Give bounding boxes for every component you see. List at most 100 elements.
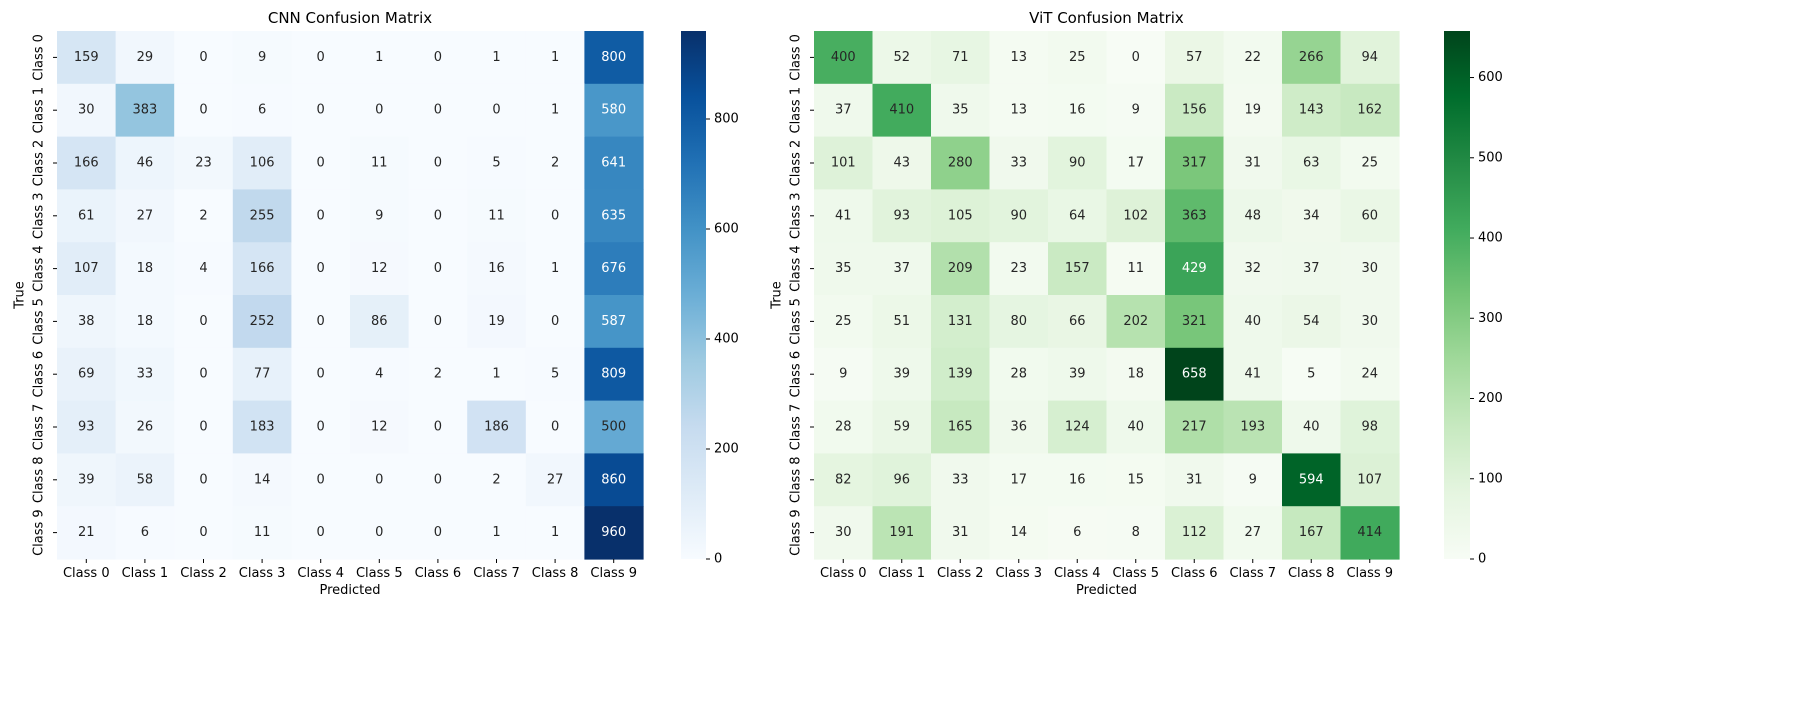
- cell-value-label: 0: [317, 314, 325, 329]
- heatmap-cell: [1340, 506, 1400, 560]
- colorbar: [1444, 31, 1470, 559]
- heatmap-cell: [525, 242, 585, 296]
- heatmap-cell: [408, 189, 468, 243]
- heatmap-cell: [174, 347, 234, 402]
- heatmap-cell: [989, 295, 1049, 349]
- cell-value-label: 0: [434, 261, 442, 276]
- heatmap-cell: [291, 453, 351, 507]
- cell-value-label: 0: [317, 420, 325, 435]
- heatmap-cell: [584, 189, 644, 243]
- heatmap-cell: [467, 136, 527, 190]
- cell-value-label: 96: [893, 472, 910, 487]
- cell-value-label: 107: [1357, 472, 1382, 487]
- cell-value-label: 61: [78, 208, 95, 223]
- heatmap-cell: [57, 31, 117, 85]
- cell-value-label: 1: [551, 261, 559, 276]
- cell-value-label: 139: [948, 367, 973, 382]
- heatmap-cell: [57, 347, 117, 402]
- heatmap-cell: [1165, 400, 1225, 454]
- cell-value-label: 0: [434, 103, 442, 118]
- cell-value-label: 159: [74, 50, 99, 65]
- heatmap-cell: [1223, 400, 1283, 454]
- heatmap-cell: [350, 506, 410, 560]
- y-tick-label: Class 2: [32, 140, 47, 187]
- cell-value-label: 1: [492, 50, 500, 65]
- heatmap-cell: [931, 31, 991, 85]
- cell-value-label: 30: [1361, 261, 1378, 276]
- cell-value-label: 410: [889, 103, 914, 118]
- heatmap-cell: [814, 347, 874, 402]
- heatmap-cell: [584, 295, 644, 349]
- cell-value-label: 34: [1303, 208, 1320, 223]
- cell-value-label: 191: [889, 525, 914, 540]
- heatmap-cell: [1165, 189, 1225, 243]
- heatmap-cell: [1223, 295, 1283, 349]
- cell-value-label: 0: [199, 420, 207, 435]
- heatmap-cell: [350, 347, 410, 402]
- colorbar: [681, 31, 706, 559]
- colorbar-tick-label: 600: [714, 222, 739, 237]
- heatmap-cell: [1340, 136, 1400, 190]
- x-tick-label: Class 6: [1171, 566, 1218, 581]
- cell-value-label: 18: [1127, 367, 1144, 382]
- cell-value-label: 22: [1244, 50, 1261, 65]
- heatmap-cell: [232, 242, 292, 296]
- cell-value-label: 2: [551, 156, 559, 171]
- cell-value-label: 105: [948, 208, 973, 223]
- cell-value-label: 0: [199, 367, 207, 382]
- cell-value-label: 166: [250, 261, 275, 276]
- cell-value-label: 0: [492, 103, 500, 118]
- y-tick-label: Class 7: [32, 404, 47, 451]
- cell-value-label: 4: [375, 367, 383, 382]
- cell-value-label: 98: [1361, 420, 1378, 435]
- heatmap-cell: [232, 453, 292, 507]
- cell-value-label: 0: [434, 420, 442, 435]
- heatmap-cell: [872, 136, 932, 190]
- cell-value-label: 46: [137, 156, 154, 171]
- heatmap-cell: [1165, 506, 1225, 560]
- cell-value-label: 166: [74, 156, 99, 171]
- heatmap-cell: [232, 506, 292, 560]
- cell-value-label: 12: [371, 420, 388, 435]
- cell-value-label: 0: [317, 472, 325, 487]
- cell-value-label: 29: [137, 50, 154, 65]
- heatmap-cell: [174, 189, 234, 243]
- heatmap-cell: [1048, 400, 1108, 454]
- cell-value-label: 26: [137, 420, 154, 435]
- cell-value-label: 0: [375, 472, 383, 487]
- heatmap-cell: [408, 400, 468, 454]
- colorbar-tick-label: 400: [714, 332, 739, 347]
- y-axis-label: True: [770, 281, 785, 310]
- cell-value-label: 14: [254, 472, 271, 487]
- heatmap-cell: [1282, 453, 1342, 507]
- cell-value-label: 266: [1299, 50, 1324, 65]
- y-tick-label: Class 8: [789, 456, 804, 503]
- cell-value-label: 102: [1123, 208, 1148, 223]
- heatmap-cell: [57, 400, 117, 454]
- heatmap-cell: [350, 31, 410, 85]
- heatmap-cell: [872, 295, 932, 349]
- x-tick-label: Class 8: [1288, 566, 1335, 581]
- heatmap-cell: [115, 295, 175, 349]
- heatmap-cell: [1048, 189, 1108, 243]
- cell-value-label: 676: [601, 261, 626, 276]
- cell-value-label: 31: [1186, 472, 1203, 487]
- x-tick-label: Class 1: [122, 566, 169, 581]
- cell-value-label: 0: [317, 525, 325, 540]
- heatmap-cell: [1340, 242, 1400, 296]
- y-tick-label: Class 6: [32, 351, 47, 398]
- heatmap-cell: [291, 347, 351, 402]
- y-tick-label: Class 2: [789, 140, 804, 187]
- cell-value-label: 14: [1010, 525, 1027, 540]
- cell-value-label: 6: [141, 525, 149, 540]
- heatmap-cell: [232, 295, 292, 349]
- heatmap-cell: [1106, 136, 1166, 190]
- cell-value-label: 0: [317, 261, 325, 276]
- heatmap-cell: [291, 31, 351, 85]
- cell-value-label: 183: [250, 420, 275, 435]
- cell-value-label: 48: [1244, 208, 1261, 223]
- cell-value-label: 0: [317, 156, 325, 171]
- cell-value-label: 17: [1127, 156, 1144, 171]
